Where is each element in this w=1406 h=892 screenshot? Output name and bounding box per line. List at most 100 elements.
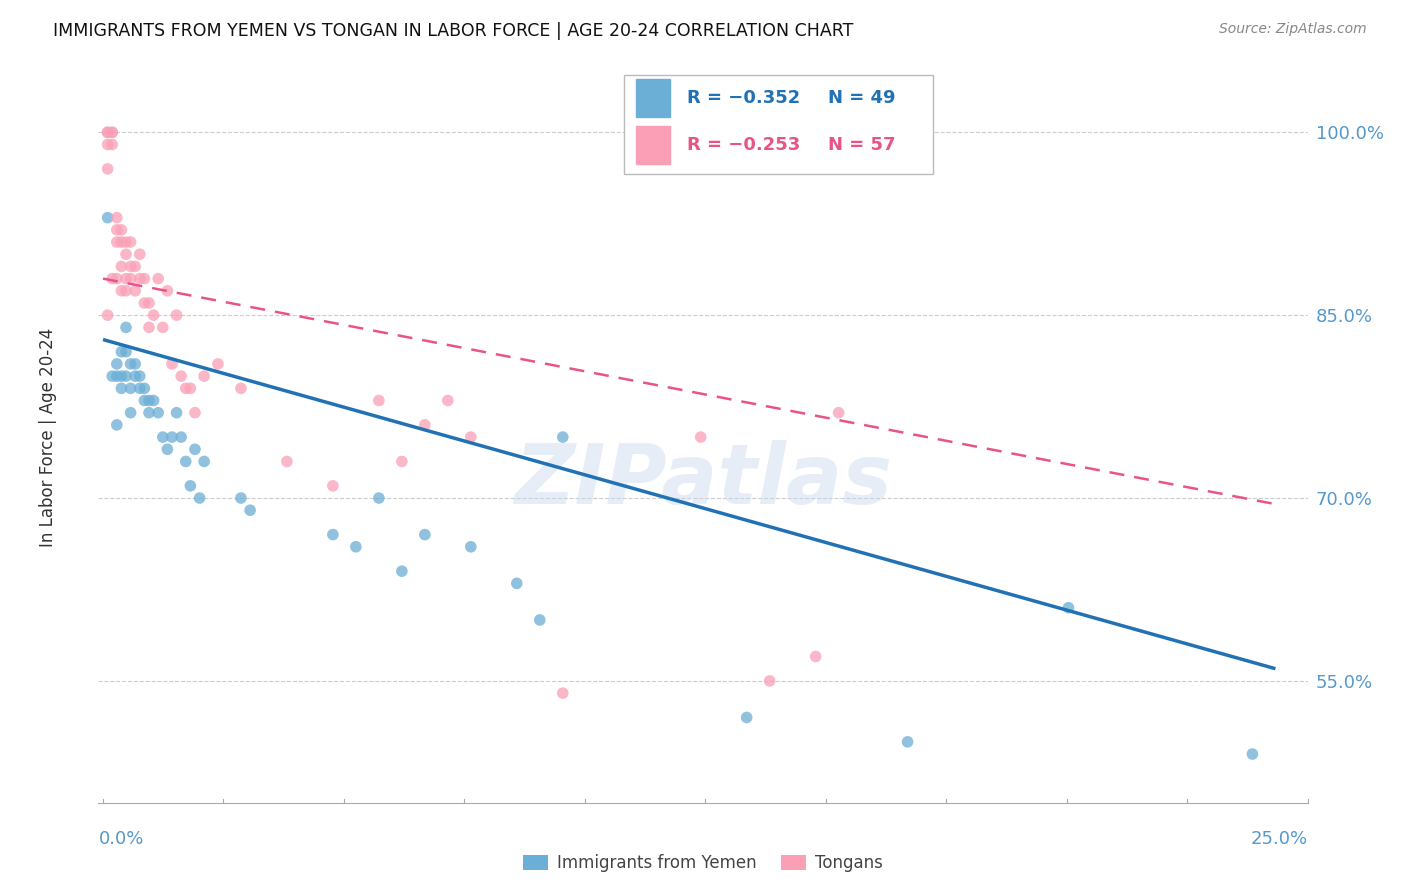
Point xyxy=(179,381,201,395)
Point xyxy=(170,369,193,384)
Point xyxy=(142,393,165,408)
Point xyxy=(138,406,160,420)
Point xyxy=(120,260,142,274)
Point xyxy=(179,479,201,493)
Text: 0.0%: 0.0% xyxy=(98,830,143,847)
Point xyxy=(110,381,132,395)
Point xyxy=(110,344,132,359)
Point xyxy=(437,393,460,408)
Text: IMMIGRANTS FROM YEMEN VS TONGAN IN LABOR FORCE | AGE 20-24 CORRELATION CHART: IMMIGRANTS FROM YEMEN VS TONGAN IN LABOR… xyxy=(53,22,853,40)
Point xyxy=(134,271,156,285)
Point xyxy=(276,454,298,468)
Point xyxy=(105,271,128,285)
Point xyxy=(124,369,146,384)
Point xyxy=(413,527,436,541)
Point xyxy=(367,491,389,505)
Point xyxy=(97,137,120,152)
Point xyxy=(391,454,413,468)
Point xyxy=(174,454,197,468)
Point xyxy=(115,344,138,359)
Point xyxy=(229,381,252,395)
Point xyxy=(115,369,138,384)
Point xyxy=(105,357,128,371)
Point xyxy=(413,417,436,432)
Point xyxy=(156,442,179,457)
Point xyxy=(160,357,183,371)
Point xyxy=(152,320,174,334)
Text: R = −0.352: R = −0.352 xyxy=(688,89,800,107)
Point xyxy=(115,235,138,249)
Point xyxy=(101,271,124,285)
Point xyxy=(110,235,132,249)
Point xyxy=(110,284,132,298)
Point xyxy=(128,381,150,395)
Point xyxy=(148,406,170,420)
Point xyxy=(97,308,120,322)
Text: Source: ZipAtlas.com: Source: ZipAtlas.com xyxy=(1219,22,1367,37)
Text: N = 57: N = 57 xyxy=(828,136,896,153)
Point xyxy=(101,125,124,139)
Point xyxy=(551,430,574,444)
Point xyxy=(101,125,124,139)
Point xyxy=(193,454,215,468)
Point xyxy=(105,417,128,432)
Point xyxy=(134,381,156,395)
Point xyxy=(758,673,780,688)
Point xyxy=(804,649,827,664)
Point xyxy=(1057,600,1080,615)
Point xyxy=(322,479,344,493)
Point xyxy=(115,320,138,334)
Point xyxy=(174,381,197,395)
Point xyxy=(460,540,482,554)
Point xyxy=(105,211,128,225)
Point xyxy=(735,710,758,724)
Point xyxy=(184,442,207,457)
Point xyxy=(138,320,160,334)
Point xyxy=(124,357,146,371)
Point xyxy=(506,576,529,591)
Point xyxy=(105,235,128,249)
Point xyxy=(148,271,170,285)
Point xyxy=(138,296,160,310)
Point xyxy=(97,125,120,139)
Point xyxy=(110,260,132,274)
Legend: Immigrants from Yemen, Tongans: Immigrants from Yemen, Tongans xyxy=(517,847,889,879)
Point xyxy=(152,430,174,444)
Text: 25.0%: 25.0% xyxy=(1250,830,1308,847)
Point xyxy=(110,223,132,237)
Point xyxy=(239,503,262,517)
Point xyxy=(160,430,183,444)
Point xyxy=(1241,747,1264,761)
Point xyxy=(188,491,211,505)
Point xyxy=(138,393,160,408)
Point xyxy=(207,357,229,371)
Bar xyxy=(637,126,671,164)
Point xyxy=(166,406,188,420)
Point xyxy=(120,381,142,395)
Point xyxy=(827,406,849,420)
Point xyxy=(110,369,132,384)
Point xyxy=(193,369,215,384)
Point xyxy=(115,247,138,261)
Point xyxy=(128,271,150,285)
Point xyxy=(897,735,920,749)
Point xyxy=(134,296,156,310)
Point xyxy=(367,393,389,408)
Point xyxy=(170,430,193,444)
Point xyxy=(97,125,120,139)
Point xyxy=(101,137,124,152)
FancyBboxPatch shape xyxy=(624,75,932,174)
Point xyxy=(97,161,120,176)
Text: N = 49: N = 49 xyxy=(828,89,896,107)
Point xyxy=(344,540,367,554)
Point xyxy=(120,406,142,420)
Point xyxy=(128,369,150,384)
Point xyxy=(105,223,128,237)
Point xyxy=(391,564,413,578)
Point xyxy=(101,369,124,384)
Point xyxy=(184,406,207,420)
Point xyxy=(120,235,142,249)
Bar xyxy=(637,79,671,118)
Text: R = −0.253: R = −0.253 xyxy=(688,136,800,153)
Point xyxy=(529,613,551,627)
